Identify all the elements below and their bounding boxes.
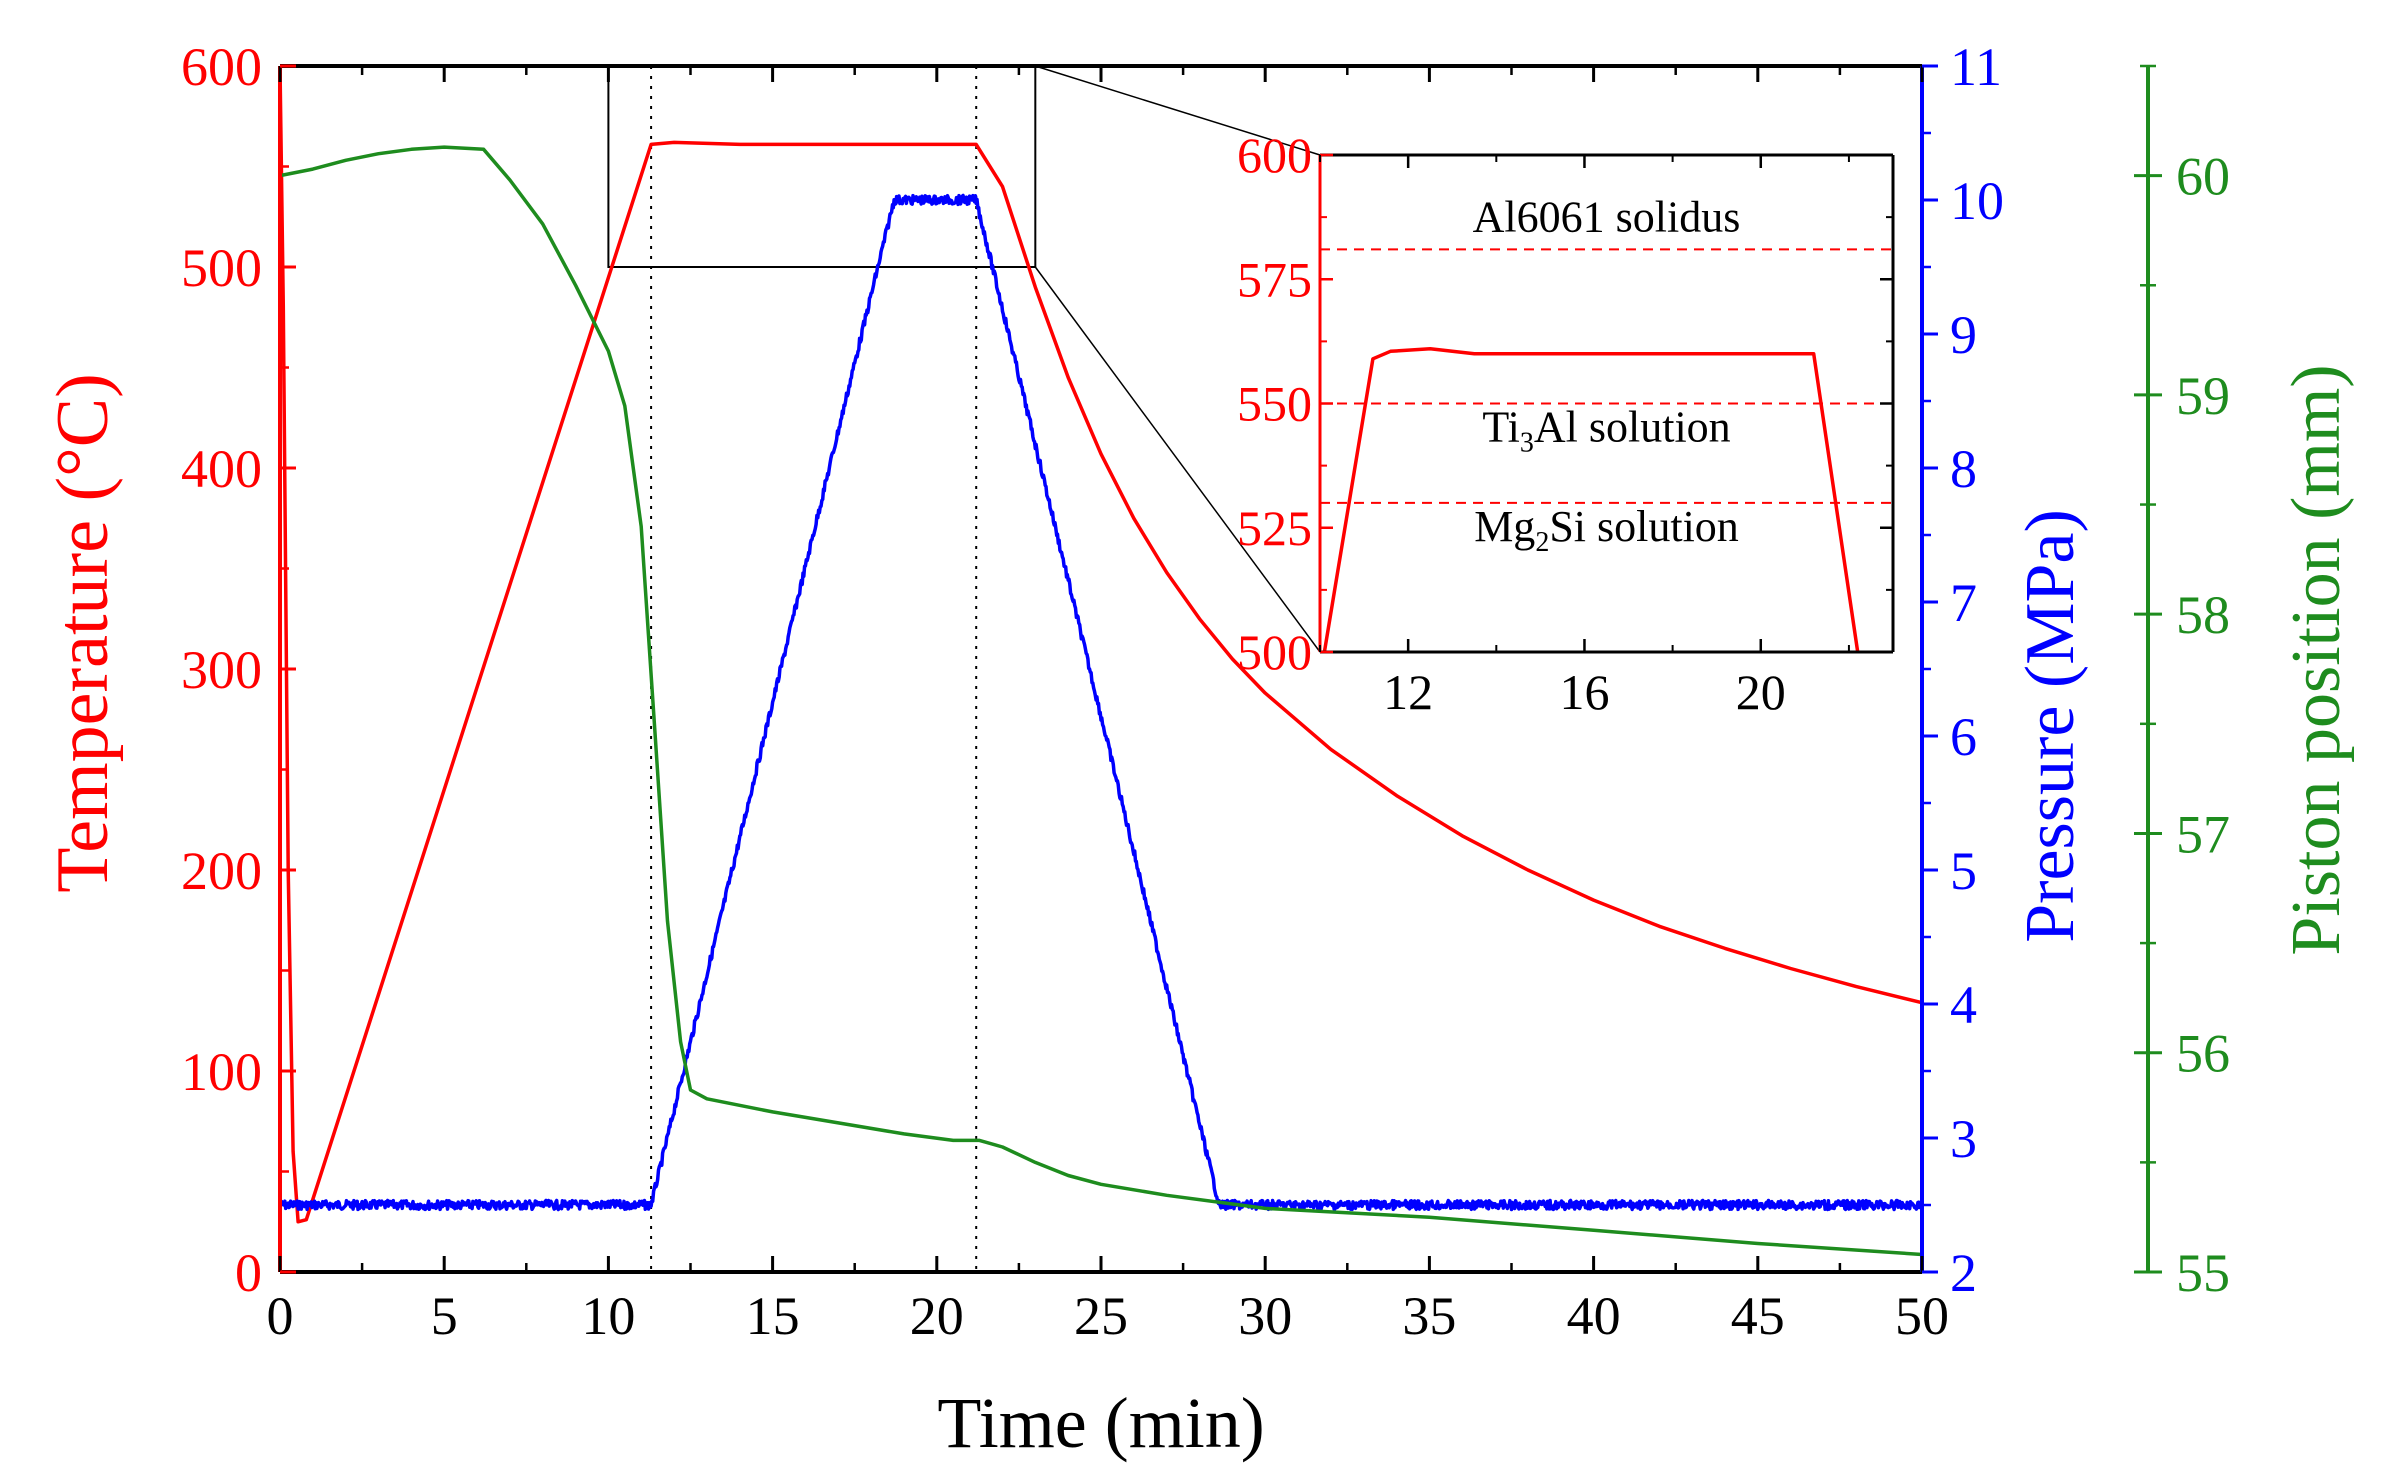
x-tick-label: 20 — [910, 1286, 964, 1346]
x-tick-label: 40 — [1567, 1286, 1621, 1346]
inset-y-tick-label: 550 — [1237, 376, 1312, 432]
inset-series-temperature — [1322, 347, 1860, 653]
x-tick-label: 10 — [581, 1286, 635, 1346]
temperature-tick-label: 600 — [181, 37, 262, 97]
pressure-tick-label: 4 — [1950, 975, 1977, 1035]
piston-tick-label: 56 — [2176, 1024, 2230, 1084]
piston-axis-title: Piston position (mm) — [2278, 364, 2355, 955]
piston-axis: 55 56 57 58 59 60 — [2134, 64, 2230, 1303]
inset-reference-label: Al6061 solidus — [1473, 192, 1741, 241]
inset-x-tick-label: 16 — [1559, 664, 1609, 720]
x-tick-label: 35 — [1402, 1286, 1456, 1346]
pressure-tick-label: 3 — [1950, 1109, 1977, 1169]
x-tick-label: 45 — [1731, 1286, 1785, 1346]
x-tick-label: 15 — [746, 1286, 800, 1346]
pressure-axis-ticks: 2 3 4 5 6 7 8 9 10 11 — [1922, 37, 2004, 1303]
pressure-axis-title: Pressure (MPa) — [2012, 509, 2089, 943]
series-pressure — [278, 193, 1924, 1212]
pressure-tick-label: 7 — [1950, 573, 1977, 633]
inset-reference-label: Ti3Al solution — [1482, 403, 1730, 459]
inset-y-tick-label: 600 — [1237, 127, 1312, 183]
temperature-tick-label: 400 — [181, 439, 262, 499]
main-series-layer — [278, 65, 1924, 1257]
piston-tick-label: 59 — [2176, 366, 2230, 426]
series-piston — [279, 145, 1923, 1257]
temperature-tick-label: 500 — [181, 238, 262, 298]
temperature-tick-label: 100 — [181, 1042, 262, 1102]
x-tick-label: 25 — [1074, 1286, 1128, 1346]
zoom-connector-top — [1035, 65, 1321, 156]
x-tick-label: 5 — [431, 1286, 458, 1346]
temperature-tick-label: 200 — [181, 841, 262, 901]
temperature-tick-label: 0 — [235, 1243, 262, 1303]
x-axis-title: Time (min) — [937, 1383, 1264, 1463]
inset-chart: Al6061 solidus Ti3Al solution Mg2Si soluti… — [1237, 127, 1895, 720]
zoom-connector-bottom — [1034, 266, 1321, 653]
inset-x-tick-label: 20 — [1736, 664, 1786, 720]
pressure-tick-label: 6 — [1950, 707, 1977, 767]
inset-reference-label: Mg2Si solution — [1474, 502, 1739, 558]
pressure-tick-label: 9 — [1950, 305, 1977, 365]
pressure-tick-label: 10 — [1950, 171, 2004, 231]
x-tick-label: 50 — [1895, 1286, 1949, 1346]
pressure-tick-label: 11 — [1950, 37, 2002, 97]
pressure-tick-label: 8 — [1950, 439, 1977, 499]
pressure-tick-label: 2 — [1950, 1243, 1977, 1303]
inset-y-tick-label: 500 — [1237, 624, 1312, 680]
temperature-axis-ticks: 0 100 200 300 400 500 600 — [181, 37, 296, 1303]
piston-tick-label: 58 — [2176, 585, 2230, 645]
temperature-axis-title: Temperature (°C) — [42, 373, 124, 893]
inset-y-tick-label: 575 — [1237, 251, 1312, 307]
piston-tick-label: 60 — [2176, 147, 2230, 207]
x-tick-label: 0 — [267, 1286, 294, 1346]
inset-x-tick-label: 12 — [1383, 664, 1433, 720]
temperature-tick-label: 300 — [181, 640, 262, 700]
piston-tick-label: 57 — [2176, 804, 2230, 864]
x-tick-label: 30 — [1238, 1286, 1292, 1346]
inset-y-tick-label: 525 — [1237, 500, 1312, 556]
series-temperature — [278, 65, 1923, 1224]
pressure-tick-label: 5 — [1950, 841, 1977, 901]
x-axis-ticks: 0 5 10 15 20 25 30 35 40 45 50 — [267, 66, 1949, 1346]
piston-tick-label: 55 — [2176, 1243, 2230, 1303]
